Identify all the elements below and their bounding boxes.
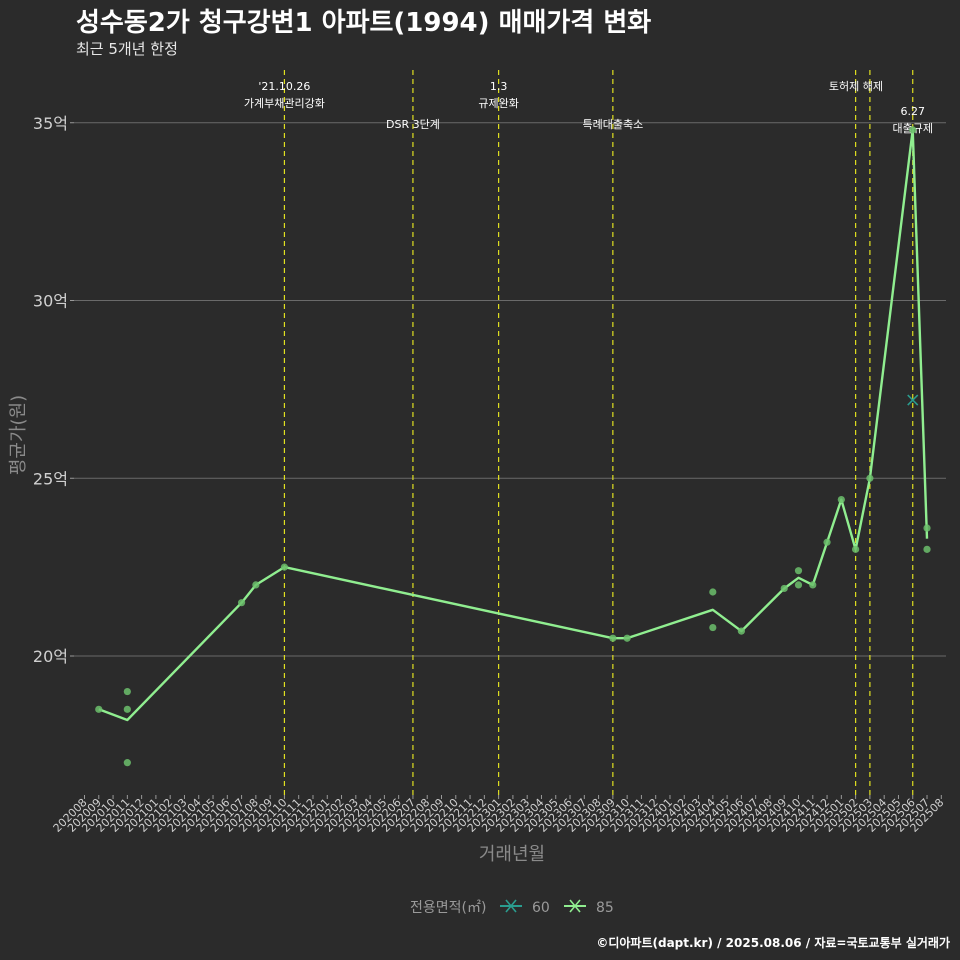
y-axis-label: 평균가(원) bbox=[8, 395, 29, 475]
x-axis: 2020082020092020102020112020122021012021… bbox=[51, 795, 946, 835]
data-point-85 bbox=[609, 634, 617, 642]
legend: 전용면적(㎡) 60 85 bbox=[410, 899, 614, 916]
data-point-85 bbox=[866, 474, 874, 482]
data-point-85 bbox=[123, 705, 131, 713]
legend-key-cross bbox=[569, 899, 581, 913]
data-point-85 bbox=[809, 581, 817, 589]
legend-key-cross bbox=[505, 899, 517, 913]
y-tick-label: 35억 bbox=[33, 114, 68, 133]
data-point-85 bbox=[780, 584, 788, 593]
data-point-85 bbox=[709, 623, 717, 632]
data-point-85 bbox=[123, 759, 131, 767]
event-annotation: '21.10.26 bbox=[258, 80, 310, 93]
data-point-85 bbox=[709, 588, 717, 596]
y-tick-label: 30억 bbox=[33, 292, 68, 311]
data-point-85 bbox=[623, 634, 631, 642]
data-point-85 bbox=[794, 581, 803, 589]
event-annotation: 1.3 bbox=[490, 80, 508, 93]
data-point-85 bbox=[794, 567, 803, 575]
data-point-85 bbox=[123, 687, 131, 696]
legend-label: 85 bbox=[596, 900, 614, 916]
series-layer bbox=[95, 126, 931, 767]
data-point-85 bbox=[237, 599, 246, 607]
data-point-85 bbox=[837, 495, 845, 504]
event-annotation: 토허제 해제 bbox=[829, 79, 883, 93]
data-point-85 bbox=[252, 581, 260, 589]
y-tick-label: 20억 bbox=[33, 647, 68, 666]
x-axis-label: 거래년월 bbox=[479, 844, 545, 865]
chart-title: 성수동2가 청구강변1 아파트(1994) 매매가격 변화 bbox=[76, 8, 652, 38]
caption: ©디아파트(dapt.kr) / 2025.08.06 / 자료=국토교통부 실… bbox=[596, 936, 950, 950]
data-point-85 bbox=[923, 545, 931, 553]
grid-layer bbox=[74, 122, 946, 657]
legend-title: 전용면적(㎡) bbox=[410, 900, 486, 916]
legend-label: 60 bbox=[532, 900, 550, 916]
event-annotation: 규제완화 bbox=[478, 97, 518, 110]
data-point-85 bbox=[909, 126, 917, 134]
y-tick-label: 25억 bbox=[33, 469, 68, 488]
data-point-60 bbox=[907, 394, 919, 406]
data-point-85 bbox=[280, 563, 289, 571]
data-point-85 bbox=[95, 705, 103, 713]
data-point-85 bbox=[852, 545, 860, 553]
data-point-85 bbox=[923, 524, 931, 532]
event-annotation: DSR 3단계 bbox=[386, 118, 440, 131]
event-annotation: 특례대출축소 bbox=[582, 118, 643, 131]
event-annotation: 6.27 bbox=[900, 105, 925, 118]
y-axis: 20억 25억 30억 35억 bbox=[33, 114, 74, 666]
data-point-85 bbox=[737, 627, 745, 635]
series-line-85 bbox=[98, 128, 929, 722]
data-point-85 bbox=[823, 538, 831, 546]
chart-subtitle: 최근 5개년 한정 bbox=[76, 40, 178, 58]
event-annotation: 가계부채관리강화 bbox=[244, 97, 325, 110]
